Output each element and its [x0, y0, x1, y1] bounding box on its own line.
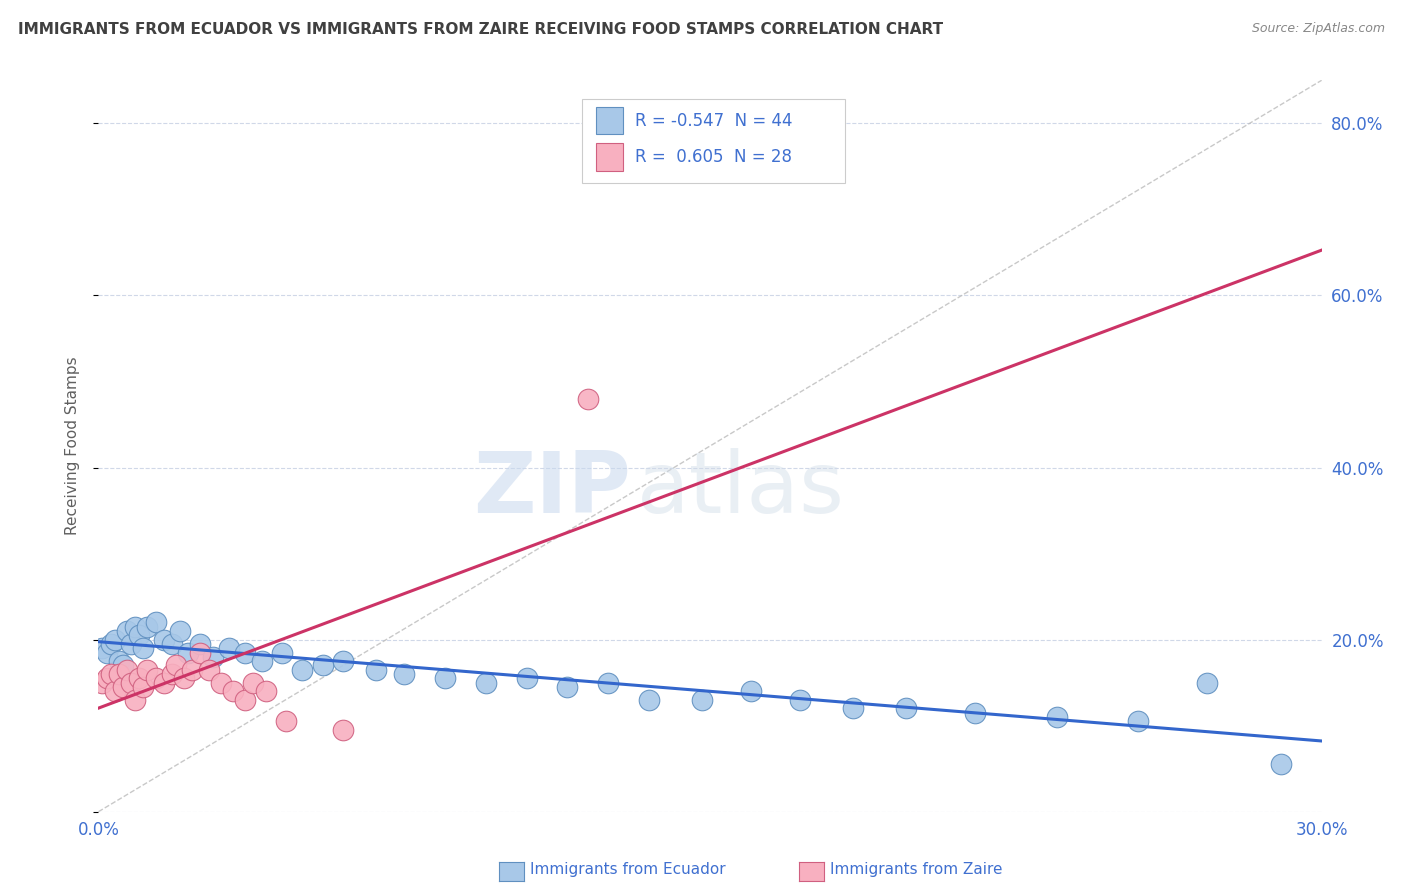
Point — [209, 675, 232, 690]
Point — [165, 658, 187, 673]
Point — [1045, 710, 1069, 724]
Text: IMMIGRANTS FROM ECUADOR VS IMMIGRANTS FROM ZAIRE RECEIVING FOOD STAMPS CORRELATI: IMMIGRANTS FROM ECUADOR VS IMMIGRANTS FR… — [18, 22, 943, 37]
Point — [145, 671, 167, 685]
Point — [638, 693, 661, 707]
Point — [108, 667, 131, 681]
Point — [291, 663, 314, 677]
Point — [96, 646, 118, 660]
Point — [690, 693, 713, 707]
Point — [242, 675, 264, 690]
Point — [270, 646, 294, 660]
Point — [218, 641, 240, 656]
Point — [111, 680, 134, 694]
Point — [557, 680, 579, 694]
Bar — [596, 107, 623, 135]
Point — [152, 632, 174, 647]
Point — [312, 658, 335, 673]
Point — [108, 654, 131, 668]
Point — [894, 701, 917, 715]
Point — [145, 615, 167, 630]
Point — [789, 693, 811, 707]
Point — [124, 693, 146, 707]
Point — [132, 641, 155, 656]
Point — [332, 723, 354, 737]
Point — [132, 680, 155, 694]
Point — [841, 701, 863, 715]
Point — [173, 671, 195, 685]
Point — [392, 667, 416, 681]
Text: Immigrants from Zaire: Immigrants from Zaire — [830, 863, 1002, 877]
Point — [100, 667, 122, 681]
Point — [434, 671, 457, 685]
Point — [332, 654, 354, 668]
Point — [152, 675, 174, 690]
Point — [136, 620, 159, 634]
Point — [188, 646, 212, 660]
Point — [111, 658, 134, 673]
Point — [91, 675, 114, 690]
Text: R = -0.547  N = 44: R = -0.547 N = 44 — [636, 112, 793, 129]
Point — [104, 684, 127, 698]
FancyBboxPatch shape — [582, 99, 845, 183]
Point — [576, 392, 599, 406]
Point — [222, 684, 245, 698]
Point — [740, 684, 762, 698]
Point — [120, 637, 142, 651]
Text: Source: ZipAtlas.com: Source: ZipAtlas.com — [1251, 22, 1385, 36]
Point — [128, 671, 150, 685]
Point — [516, 671, 538, 685]
Point — [120, 675, 142, 690]
Point — [96, 671, 118, 685]
Point — [254, 684, 277, 698]
Point — [1197, 675, 1219, 690]
Point — [364, 663, 387, 677]
Point — [115, 624, 138, 638]
Point — [136, 663, 159, 677]
Point — [160, 637, 183, 651]
Point — [197, 663, 219, 677]
Point — [160, 667, 183, 681]
Point — [181, 663, 204, 677]
Point — [104, 632, 127, 647]
Y-axis label: Receiving Food Stamps: Receiving Food Stamps — [65, 357, 80, 535]
Point — [115, 663, 138, 677]
Point — [474, 675, 498, 690]
Point — [201, 649, 224, 664]
Text: atlas: atlas — [637, 449, 845, 532]
Text: R =  0.605  N = 28: R = 0.605 N = 28 — [636, 148, 793, 166]
Point — [274, 714, 297, 729]
Point — [91, 641, 114, 656]
Bar — [596, 144, 623, 171]
Point — [124, 620, 146, 634]
Point — [1128, 714, 1150, 729]
Point — [233, 693, 256, 707]
Point — [1270, 757, 1292, 772]
Point — [169, 624, 191, 638]
Point — [177, 646, 200, 660]
Point — [100, 637, 122, 651]
Point — [233, 646, 256, 660]
Text: Immigrants from Ecuador: Immigrants from Ecuador — [530, 863, 725, 877]
Point — [598, 675, 620, 690]
Point — [250, 654, 273, 668]
Point — [965, 706, 987, 720]
Text: ZIP: ZIP — [472, 449, 630, 532]
Point — [188, 637, 212, 651]
Point — [128, 628, 150, 642]
